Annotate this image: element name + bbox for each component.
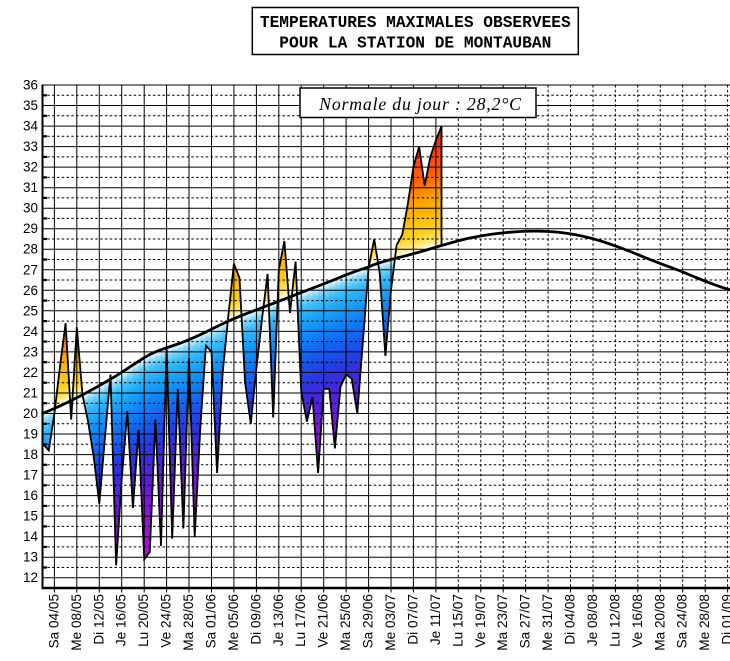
- svg-text:Je 13/06: Je 13/06: [271, 594, 286, 646]
- svg-text:Sa 27/07: Sa 27/07: [518, 594, 533, 648]
- svg-text:15: 15: [23, 509, 38, 524]
- svg-text:Di 12/05: Di 12/05: [91, 594, 106, 645]
- svg-text:34: 34: [23, 119, 39, 134]
- svg-text:Di 04/08: Di 04/08: [563, 594, 578, 645]
- svg-text:Me 31/07: Me 31/07: [540, 594, 555, 651]
- svg-text:Je 08/08: Je 08/08: [585, 594, 600, 646]
- svg-text:Lu 17/06: Lu 17/06: [293, 594, 308, 647]
- svg-text:Ve 21/06: Ve 21/06: [316, 594, 331, 648]
- svg-text:Lu 20/05: Lu 20/05: [136, 594, 151, 647]
- svg-text:24: 24: [23, 324, 39, 339]
- svg-text:Sa 04/05: Sa 04/05: [46, 594, 61, 648]
- svg-text:TEMPERATURES MAXIMALES OBSERVE: TEMPERATURES MAXIMALES OBSERVEES: [260, 14, 571, 32]
- svg-text:16: 16: [23, 488, 38, 503]
- svg-text:30: 30: [23, 201, 38, 216]
- svg-text:Je 16/05: Je 16/05: [114, 594, 129, 646]
- svg-text:Sa 29/06: Sa 29/06: [361, 594, 376, 648]
- svg-text:Ve 19/07: Ve 19/07: [473, 594, 488, 648]
- svg-text:Ma 25/06: Ma 25/06: [338, 594, 353, 651]
- svg-text:36: 36: [23, 78, 38, 93]
- svg-text:Me 05/06: Me 05/06: [226, 594, 241, 651]
- svg-text:32: 32: [23, 160, 38, 175]
- svg-text:35: 35: [23, 98, 38, 113]
- svg-text:Ma 28/05: Ma 28/05: [181, 594, 196, 651]
- svg-text:Lu 12/08: Lu 12/08: [607, 594, 622, 647]
- svg-text:33: 33: [23, 139, 38, 154]
- svg-text:Di 09/06: Di 09/06: [248, 594, 263, 645]
- svg-text:Sa 24/08: Sa 24/08: [675, 594, 690, 648]
- svg-text:18: 18: [23, 447, 38, 462]
- svg-text:20: 20: [23, 406, 38, 421]
- svg-text:21: 21: [23, 386, 38, 401]
- svg-text:Lu 15/07: Lu 15/07: [450, 594, 465, 647]
- svg-text:Me 28/08: Me 28/08: [697, 594, 712, 651]
- svg-text:POUR LA STATION DE MONTAUBAN: POUR LA STATION DE MONTAUBAN: [279, 35, 551, 53]
- svg-text:19: 19: [23, 427, 38, 442]
- svg-text:Ma 23/07: Ma 23/07: [495, 594, 510, 651]
- svg-text:Normale du jour : 28,2°C: Normale du jour : 28,2°C: [318, 94, 522, 114]
- svg-text:Di 01/09: Di 01/09: [720, 594, 730, 645]
- svg-text:28: 28: [23, 242, 38, 257]
- svg-text:Me 03/07: Me 03/07: [383, 594, 398, 651]
- svg-text:29: 29: [23, 221, 38, 236]
- svg-text:Ve 16/08: Ve 16/08: [630, 594, 645, 648]
- svg-text:Sa 01/06: Sa 01/06: [204, 594, 219, 648]
- svg-text:17: 17: [23, 468, 38, 483]
- svg-text:31: 31: [23, 180, 38, 195]
- svg-text:Di 07/07: Di 07/07: [405, 594, 420, 645]
- svg-text:12: 12: [23, 570, 38, 585]
- svg-text:22: 22: [23, 365, 38, 380]
- svg-text:Ma 20/08: Ma 20/08: [652, 594, 667, 651]
- svg-text:23: 23: [23, 344, 38, 359]
- svg-text:27: 27: [23, 262, 38, 277]
- svg-text:Je 11/07: Je 11/07: [428, 594, 443, 645]
- svg-text:14: 14: [23, 529, 39, 544]
- svg-text:25: 25: [23, 303, 38, 318]
- svg-text:Me 08/05: Me 08/05: [69, 594, 84, 651]
- svg-text:Ve 24/05: Ve 24/05: [159, 594, 174, 648]
- svg-text:13: 13: [23, 550, 38, 565]
- svg-text:26: 26: [23, 283, 38, 298]
